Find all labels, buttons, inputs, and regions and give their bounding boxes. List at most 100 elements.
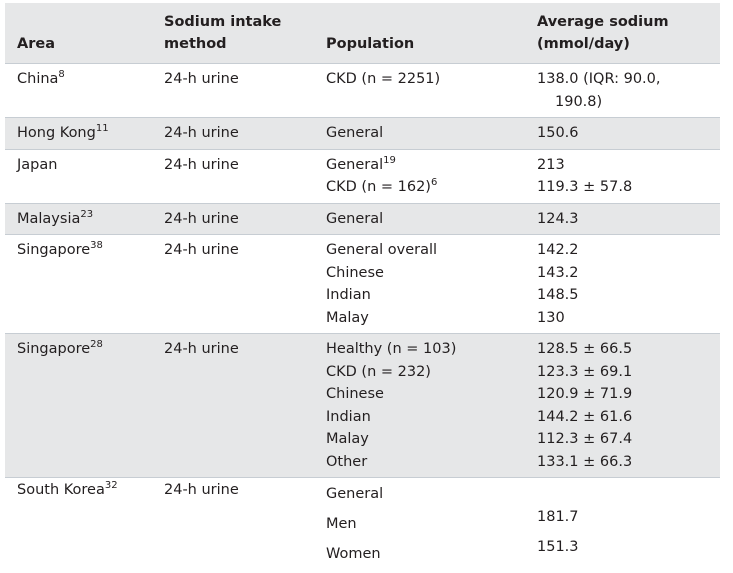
- population-line: Malay: [326, 428, 525, 451]
- population: General: [326, 486, 383, 502]
- sodium-wrap: 130: [537, 307, 687, 330]
- sodium-value: 150.6: [537, 122, 720, 145]
- sodium-wrap: 148.5: [537, 284, 687, 307]
- population-line: Chinese: [326, 262, 525, 285]
- population-line: Women: [326, 539, 525, 569]
- area-cell: Singapore28: [5, 334, 152, 478]
- reference: 19: [383, 155, 396, 166]
- reference: 28: [90, 339, 103, 350]
- population-cell: General Men Women: [314, 478, 525, 573]
- sodium-value: 144.2 ± 61.6: [537, 406, 720, 429]
- method-cell: 24-h urine: [152, 118, 314, 150]
- area: China8: [17, 71, 65, 87]
- population-text: Other: [326, 454, 367, 470]
- population-line: Indian: [326, 284, 525, 307]
- area: Malaysia23: [17, 211, 93, 227]
- sodium-value: 124.3: [537, 208, 720, 231]
- population: Chinese: [326, 265, 384, 281]
- area-cell: Singapore38: [5, 235, 152, 334]
- sodium-value: 181.7: [537, 502, 720, 532]
- sodium-value: 151.3: [537, 532, 720, 562]
- area: Singapore28: [17, 341, 103, 357]
- population: General: [326, 125, 383, 141]
- sodium-value: 142.2: [537, 239, 720, 262]
- population-text: Chinese: [326, 265, 384, 281]
- reference: 32: [105, 480, 118, 491]
- sodium-wrap: 123.3 ± 69.1: [537, 361, 687, 384]
- sodium-wrap: 138.0 (IQR: 90.0, 190.8): [537, 68, 687, 113]
- method-cell: 24-h urine: [152, 235, 314, 334]
- population: Indian: [326, 287, 371, 303]
- area-cell: South Korea32: [5, 478, 152, 573]
- population-line: General19: [326, 154, 525, 177]
- sodium-value: 130: [537, 307, 720, 330]
- population-line: CKD (n = 2251): [326, 68, 525, 91]
- area-text: Singapore: [17, 341, 90, 357]
- population: Men: [326, 516, 357, 532]
- population: Healthy (n = 103): [326, 341, 456, 357]
- sodium-value: 120.9 ± 71.9: [537, 383, 720, 406]
- population-text: Indian: [326, 409, 371, 425]
- table-row: Singapore38 24-h urine General overall Chin…: [5, 235, 720, 334]
- header-cell: Sodium intake method: [152, 3, 314, 64]
- table-row: China8 24-h urine CKD (n = 2251) 138.0 (IQR…: [5, 64, 720, 118]
- area-text: Malaysia: [17, 211, 80, 227]
- population: Indian: [326, 409, 371, 425]
- sodium-wrap: 119.3 ± 57.8: [537, 176, 687, 199]
- header-cell: Population: [314, 3, 525, 64]
- population-line: Malay: [326, 307, 525, 330]
- population-line: General: [326, 122, 525, 145]
- population: Chinese: [326, 386, 384, 402]
- population-text: Men: [326, 516, 357, 532]
- area: Japan: [17, 157, 57, 173]
- area-text: South Korea: [17, 482, 105, 498]
- reference: 23: [80, 209, 93, 220]
- population-line: Healthy (n = 103): [326, 338, 525, 361]
- sodium-wrap: 128.5 ± 66.5: [537, 338, 687, 361]
- sodium-wrap: 124.3: [537, 208, 687, 231]
- sodium-wrap: 120.9 ± 71.9: [537, 383, 687, 406]
- population-line: Other: [326, 451, 525, 474]
- population-text: Healthy (n = 103): [326, 341, 456, 357]
- population-line: CKD (n = 232): [326, 361, 525, 384]
- population-cell: General: [314, 203, 525, 235]
- population-text: Chinese: [326, 386, 384, 402]
- population-text: CKD (n = 232): [326, 364, 431, 380]
- area-cell: China8: [5, 64, 152, 118]
- sodium-cell: 138.0 (IQR: 90.0, 190.8): [525, 64, 720, 118]
- header-cell: Average sodium (mmol/day): [525, 3, 720, 64]
- population-text: General: [326, 157, 383, 173]
- population: Malay: [326, 431, 369, 447]
- population-text: General: [326, 125, 383, 141]
- population: Women: [326, 546, 381, 562]
- sodium-cell: 150.6: [525, 118, 720, 150]
- table-row: Malaysia23 24-h urine General 124.3: [5, 203, 720, 235]
- population-text: General overall: [326, 242, 437, 258]
- sodium-value: 148.5: [537, 284, 720, 307]
- population-text: General: [326, 486, 383, 502]
- population-line: CKD (n = 162)6: [326, 176, 525, 199]
- population-text: Women: [326, 546, 381, 562]
- area: Singapore38: [17, 242, 103, 258]
- sodium-value: 133.1 ± 66.3: [537, 451, 720, 474]
- method-cell: 24-h urine: [152, 64, 314, 118]
- area-cell: Japan: [5, 149, 152, 203]
- method-cell: 24-h urine: [152, 203, 314, 235]
- sodium-wrap: 112.3 ± 67.4: [537, 428, 687, 451]
- area-text: Hong Kong: [17, 125, 96, 141]
- sodium-wrap: 144.2 ± 61.6: [537, 406, 687, 429]
- population-line: Indian: [326, 406, 525, 429]
- population-line: General: [326, 208, 525, 231]
- population-text: Malay: [326, 431, 369, 447]
- population-cell: General: [314, 118, 525, 150]
- area: Hong Kong11: [17, 125, 109, 141]
- sodium-cell: 124.3: [525, 203, 720, 235]
- sodium-value: 128.5 ± 66.5: [537, 338, 720, 361]
